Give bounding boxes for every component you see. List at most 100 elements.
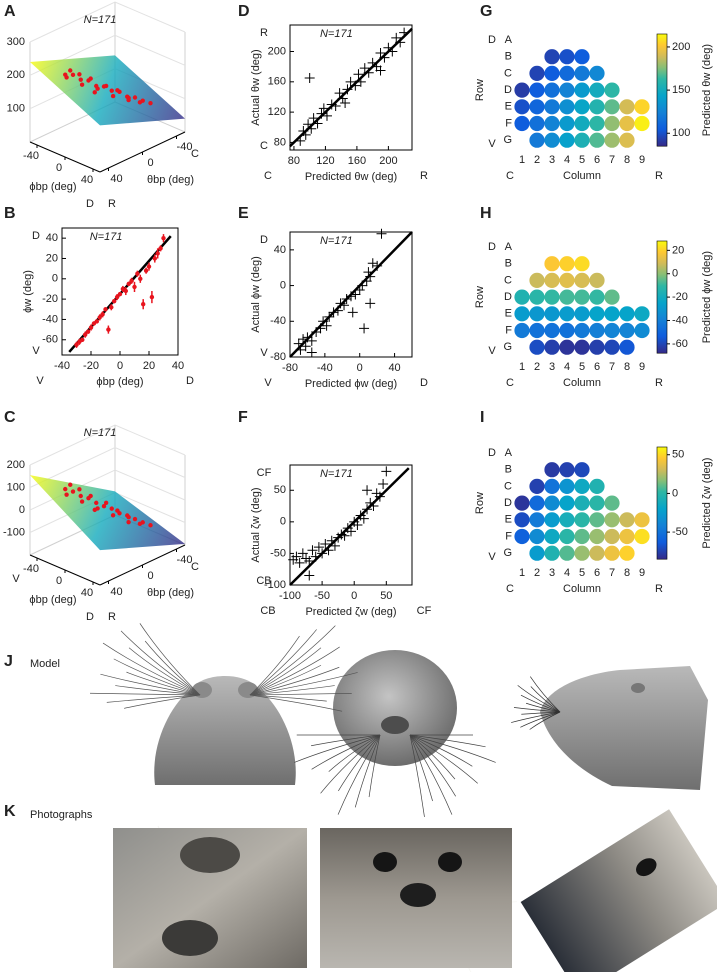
whisker-cell [529, 545, 545, 561]
whisker-cell [604, 306, 620, 322]
y-tick-label: 40 [274, 244, 286, 256]
whisker-cell [529, 289, 545, 305]
x-axis-label: ϕbp (deg) [29, 594, 76, 606]
point [83, 332, 88, 337]
whisker-cell [604, 115, 620, 132]
colorbar-tick-label: -40 [672, 314, 688, 326]
whisker [409, 734, 453, 815]
whisker-cell [529, 306, 545, 322]
point [391, 32, 402, 43]
row-label: D [504, 497, 512, 509]
x-tick-label: -40 [54, 360, 70, 372]
y-axis-label: θbp (deg) [147, 587, 194, 599]
y-axis-label: ϕw (deg) [22, 270, 34, 313]
direction-label: D [32, 230, 40, 242]
whisker [294, 734, 381, 763]
row-label: D [504, 291, 512, 303]
row-label: F [505, 530, 512, 542]
point [307, 545, 318, 556]
direction-label: C [191, 561, 199, 573]
row-label: B [505, 258, 512, 270]
point [350, 80, 361, 91]
point [375, 48, 386, 59]
point [146, 264, 152, 269]
photo-eye [636, 858, 657, 877]
point [106, 327, 111, 332]
direction-label: D [488, 34, 496, 46]
panel-letter: C [4, 409, 16, 426]
photo-side-group [520, 809, 717, 972]
column-label: 5 [579, 154, 585, 166]
point [63, 486, 68, 492]
point [70, 72, 76, 78]
point [399, 27, 410, 38]
x-tick-label: 0 [56, 162, 62, 174]
sample-size: N=171 [84, 14, 117, 26]
whisker [311, 734, 381, 770]
whisker-cell [559, 82, 575, 98]
point [357, 280, 368, 291]
whisker-cell [604, 322, 620, 339]
column-label: 8 [624, 154, 630, 166]
y-tick-label: 0 [147, 570, 153, 582]
point [88, 493, 93, 499]
point [129, 278, 134, 284]
whisker [249, 693, 352, 696]
whisker-cell [544, 478, 560, 494]
point [324, 311, 335, 322]
whisker-cell [619, 339, 635, 355]
whisker [338, 734, 381, 792]
whisker-cell [589, 132, 605, 148]
point [97, 315, 102, 320]
whisker-cell [589, 322, 605, 339]
point [132, 95, 138, 100]
colorbar-label: Predicted ζw (deg) [701, 458, 713, 549]
whisker-cell [514, 495, 530, 511]
point [155, 251, 160, 256]
whisker-cell [559, 462, 575, 478]
whisker-cell [589, 528, 605, 545]
y-tick-label: -40 [177, 554, 193, 566]
whisker-cell [619, 512, 635, 528]
column-label: 7 [609, 567, 615, 579]
point [148, 100, 153, 106]
row-label: A [505, 447, 513, 459]
panel-title: Photographs [30, 809, 93, 821]
point [374, 491, 385, 502]
whisker-cell [574, 478, 590, 494]
row-label: G [503, 341, 512, 353]
model-top-view [154, 676, 296, 785]
whisker-cell [574, 545, 590, 561]
photo-eye [438, 852, 462, 872]
column-label: 7 [609, 361, 615, 373]
whisker-cell [604, 528, 620, 545]
point [114, 294, 120, 300]
colorbar-label: Predicted θw (deg) [701, 44, 713, 136]
y-tick-label: 0 [52, 273, 58, 285]
whisker-cell [589, 65, 605, 81]
point [381, 466, 392, 477]
whisker [126, 671, 201, 696]
column-label: 5 [579, 361, 585, 373]
direction-label: V [12, 573, 20, 585]
column-label: 1 [519, 567, 525, 579]
point [112, 298, 117, 304]
whisker-cell [529, 99, 545, 115]
whisker-cell [544, 49, 560, 65]
y-tick-label: -20 [42, 293, 58, 305]
whisker-cell [574, 306, 590, 322]
x-tick-label: 0 [56, 575, 62, 587]
whisker-cell [544, 528, 560, 545]
row-label: E [505, 101, 512, 113]
direction-label: D [260, 234, 268, 246]
whisker-cell [544, 256, 560, 272]
point [339, 530, 350, 541]
whisker-cell [529, 132, 545, 148]
point [332, 305, 343, 316]
point [123, 288, 128, 294]
point [321, 110, 332, 121]
point [85, 329, 91, 334]
x-tick-label: -80 [282, 362, 298, 374]
whisker [100, 673, 201, 696]
whisker-cell [589, 115, 605, 132]
